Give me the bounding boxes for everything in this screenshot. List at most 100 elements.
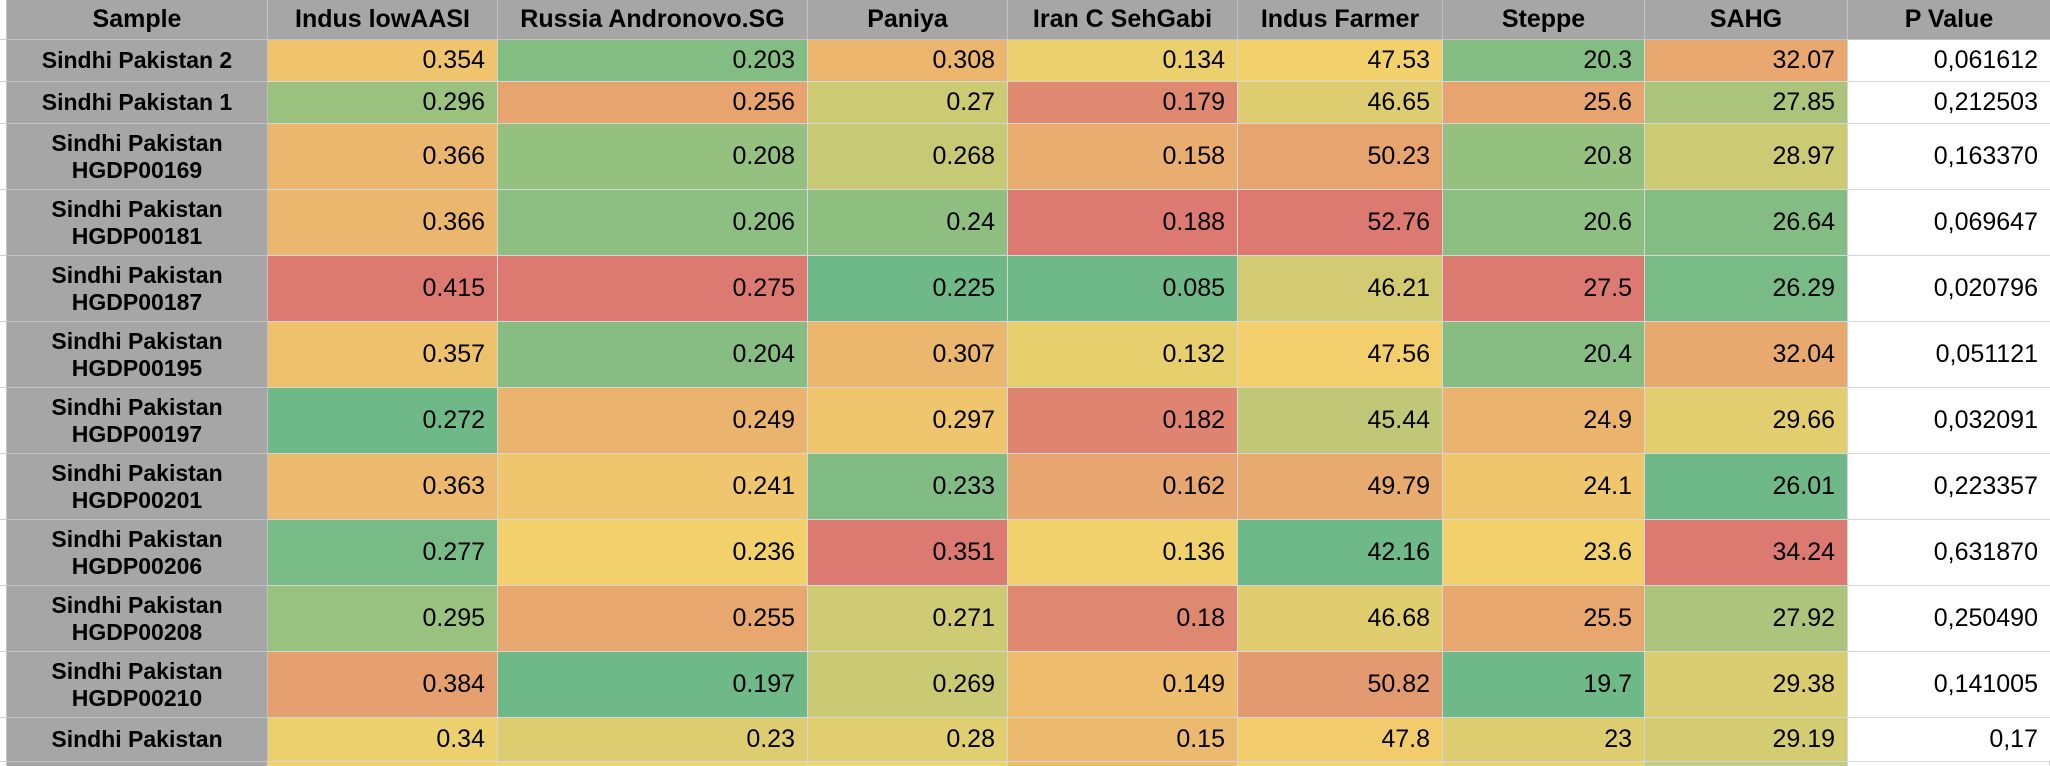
value-cell[interactable]: 27.5	[1443, 256, 1645, 322]
p-value-cell[interactable]: 0,020796	[1848, 256, 2050, 322]
value-cell[interactable]: 0.384	[268, 652, 498, 718]
value-cell[interactable]: 23	[1443, 718, 1645, 762]
sample-cell[interactable]: Sindhi Pakistan 2	[7, 40, 268, 82]
value-cell[interactable]: 0.18	[1008, 586, 1238, 652]
value-cell[interactable]	[498, 762, 808, 766]
value-cell[interactable]: 50.23	[1238, 124, 1443, 190]
p-value-cell[interactable]: 0,163370	[1848, 124, 2050, 190]
value-cell[interactable]: 46.68	[1238, 586, 1443, 652]
value-cell[interactable]: 0.308	[808, 40, 1008, 82]
column-header-p-value[interactable]: P Value	[1848, 0, 2050, 40]
value-cell[interactable]: 0.134	[1008, 40, 1238, 82]
value-cell[interactable]: 0.366	[268, 190, 498, 256]
p-value-cell[interactable]: 0,061612	[1848, 40, 2050, 82]
value-cell[interactable]: 0.296	[268, 82, 498, 124]
value-cell[interactable]: 0.162	[1008, 454, 1238, 520]
value-cell[interactable]: 26.29	[1645, 256, 1848, 322]
value-cell[interactable]: 20.6	[1443, 190, 1645, 256]
value-cell[interactable]: 0.255	[498, 586, 808, 652]
p-value-cell[interactable]	[1848, 762, 2050, 766]
value-cell[interactable]: 47.56	[1238, 322, 1443, 388]
value-cell[interactable]: 32.04	[1645, 322, 1848, 388]
value-cell[interactable]	[1645, 762, 1848, 766]
value-cell[interactable]: 46.65	[1238, 82, 1443, 124]
value-cell[interactable]: 49.79	[1238, 454, 1443, 520]
value-cell[interactable]: 0.225	[808, 256, 1008, 322]
sample-cell[interactable]: Sindhi Pakistan HGDP00201	[7, 454, 268, 520]
sample-cell[interactable]: Sindhi Pakistan HGDP00208	[7, 586, 268, 652]
value-cell[interactable]: 0.269	[808, 652, 1008, 718]
value-cell[interactable]	[1238, 762, 1443, 766]
value-cell[interactable]: 42.16	[1238, 520, 1443, 586]
value-cell[interactable]: 20.4	[1443, 322, 1645, 388]
p-value-cell[interactable]: 0,032091	[1848, 388, 2050, 454]
value-cell[interactable]: 0.27	[808, 82, 1008, 124]
sample-cell[interactable]: Sindhi Pakistan HGDP00197	[7, 388, 268, 454]
sample-cell[interactable]: Sindhi Pakistan HGDP00206	[7, 520, 268, 586]
value-cell[interactable]	[1443, 762, 1645, 766]
p-value-cell[interactable]: 0,051121	[1848, 322, 2050, 388]
sample-cell[interactable]: Sindhi Pakistan HGDP00169	[7, 124, 268, 190]
sample-cell[interactable]: Sindhi Pakistan HGDP00210	[7, 652, 268, 718]
value-cell[interactable]: 0.208	[498, 124, 808, 190]
value-cell[interactable]: 0.132	[1008, 322, 1238, 388]
value-cell[interactable]: 0.415	[268, 256, 498, 322]
p-value-cell[interactable]: 0,212503	[1848, 82, 2050, 124]
value-cell[interactable]: 47.8	[1238, 718, 1443, 762]
p-value-cell[interactable]: 0,250490	[1848, 586, 2050, 652]
value-cell[interactable]: 29.19	[1645, 718, 1848, 762]
value-cell[interactable]: 0.203	[498, 40, 808, 82]
value-cell[interactable]: 32.07	[1645, 40, 1848, 82]
value-cell[interactable]: 34.24	[1645, 520, 1848, 586]
value-cell[interactable]: 0.136	[1008, 520, 1238, 586]
p-value-cell[interactable]: 0,069647	[1848, 190, 2050, 256]
value-cell[interactable]: 0.28	[808, 718, 1008, 762]
value-cell[interactable]: 0.297	[808, 388, 1008, 454]
value-cell[interactable]: 24.9	[1443, 388, 1645, 454]
value-cell[interactable]: 0.268	[808, 124, 1008, 190]
value-cell[interactable]: 27.85	[1645, 82, 1848, 124]
value-cell[interactable]: 0.275	[498, 256, 808, 322]
value-cell[interactable]: 29.66	[1645, 388, 1848, 454]
column-header-sample[interactable]: Sample	[7, 0, 268, 40]
value-cell[interactable]: 0.197	[498, 652, 808, 718]
value-cell[interactable]: 0.277	[268, 520, 498, 586]
value-cell[interactable]: 45.44	[1238, 388, 1443, 454]
value-cell[interactable]: 0.188	[1008, 190, 1238, 256]
value-cell[interactable]: 50.82	[1238, 652, 1443, 718]
value-cell[interactable]: 0.085	[1008, 256, 1238, 322]
value-cell[interactable]: 0.206	[498, 190, 808, 256]
value-cell[interactable]: 28.97	[1645, 124, 1848, 190]
p-value-cell[interactable]: 0,223357	[1848, 454, 2050, 520]
value-cell[interactable]: 0.357	[268, 322, 498, 388]
value-cell[interactable]: 0.363	[268, 454, 498, 520]
value-cell[interactable]: 0.34	[268, 718, 498, 762]
value-cell[interactable]	[268, 762, 498, 766]
sample-cell[interactable]	[7, 762, 268, 766]
column-header-indus-farmer[interactable]: Indus Farmer	[1238, 0, 1443, 40]
value-cell[interactable]: 52.76	[1238, 190, 1443, 256]
value-cell[interactable]: 23.6	[1443, 520, 1645, 586]
value-cell[interactable]: 0.24	[808, 190, 1008, 256]
value-cell[interactable]: 0.23	[498, 718, 808, 762]
value-cell[interactable]: 0.179	[1008, 82, 1238, 124]
column-header-indus-lowaasi[interactable]: Indus lowAASI	[268, 0, 498, 40]
value-cell[interactable]: 0.366	[268, 124, 498, 190]
value-cell[interactable]: 0.351	[808, 520, 1008, 586]
value-cell[interactable]: 0.307	[808, 322, 1008, 388]
sample-cell[interactable]: Sindhi Pakistan	[7, 718, 268, 762]
value-cell[interactable]: 47.53	[1238, 40, 1443, 82]
value-cell[interactable]: 20.8	[1443, 124, 1645, 190]
column-header-steppe[interactable]: Steppe	[1443, 0, 1645, 40]
value-cell[interactable]: 26.64	[1645, 190, 1848, 256]
p-value-cell[interactable]: 0,631870	[1848, 520, 2050, 586]
value-cell[interactable]	[1008, 762, 1238, 766]
value-cell[interactable]: 46.21	[1238, 256, 1443, 322]
value-cell[interactable]: 25.6	[1443, 82, 1645, 124]
value-cell[interactable]: 0.158	[1008, 124, 1238, 190]
value-cell[interactable]: 0.354	[268, 40, 498, 82]
column-header-sahg[interactable]: SAHG	[1645, 0, 1848, 40]
value-cell[interactable]: 0.233	[808, 454, 1008, 520]
value-cell[interactable]: 24.1	[1443, 454, 1645, 520]
value-cell[interactable]: 0.236	[498, 520, 808, 586]
